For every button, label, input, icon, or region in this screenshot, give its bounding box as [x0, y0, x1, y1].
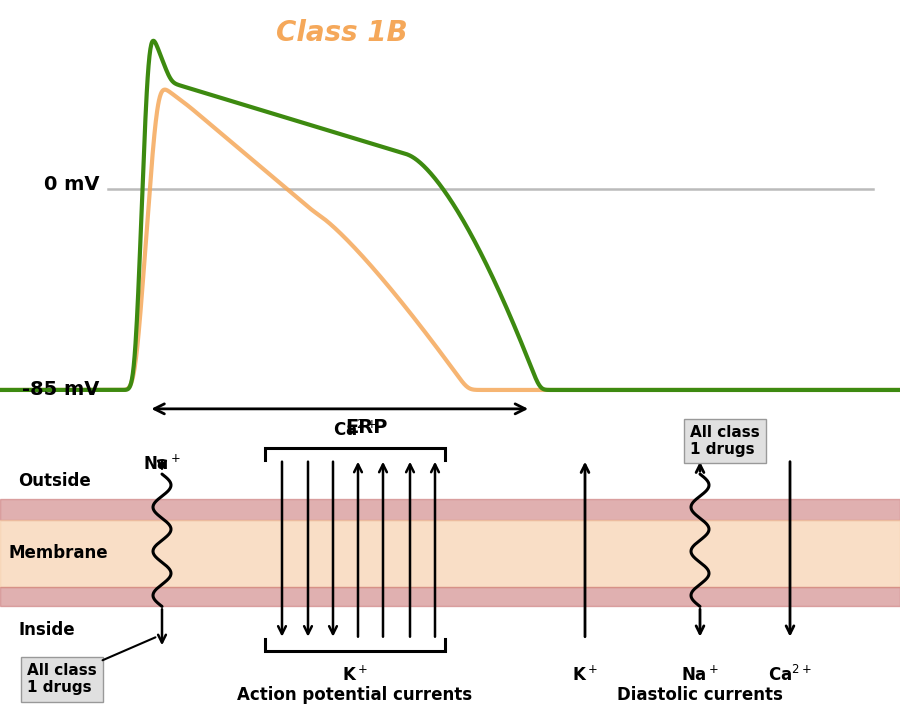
- Text: Diastolic currents: Diastolic currents: [617, 686, 783, 704]
- Text: Inside: Inside: [18, 620, 75, 639]
- Text: All class
1 drugs: All class 1 drugs: [27, 663, 97, 696]
- Text: Outside: Outside: [18, 471, 91, 490]
- Text: Action potential currents: Action potential currents: [238, 686, 472, 704]
- Text: ERP: ERP: [346, 418, 388, 437]
- Bar: [0, 499, 900, 520]
- Text: Class 1B: Class 1B: [276, 19, 408, 47]
- Text: K$^+$: K$^+$: [342, 665, 368, 684]
- Text: All class
1 drugs: All class 1 drugs: [690, 425, 760, 457]
- Text: K$^+$: K$^+$: [572, 665, 598, 684]
- Bar: [0, 520, 900, 586]
- Bar: [0, 586, 900, 606]
- Text: Na$^+$: Na$^+$: [143, 454, 181, 474]
- Text: Ca$^{2+}$: Ca$^{2+}$: [768, 664, 812, 685]
- Text: Ca$^{2+}$: Ca$^{2+}$: [333, 420, 377, 440]
- Text: -85 mV: -85 mV: [22, 381, 99, 399]
- Text: Membrane: Membrane: [8, 545, 108, 562]
- Text: Na$^+$: Na$^+$: [681, 665, 719, 684]
- Text: 0 mV: 0 mV: [43, 175, 99, 194]
